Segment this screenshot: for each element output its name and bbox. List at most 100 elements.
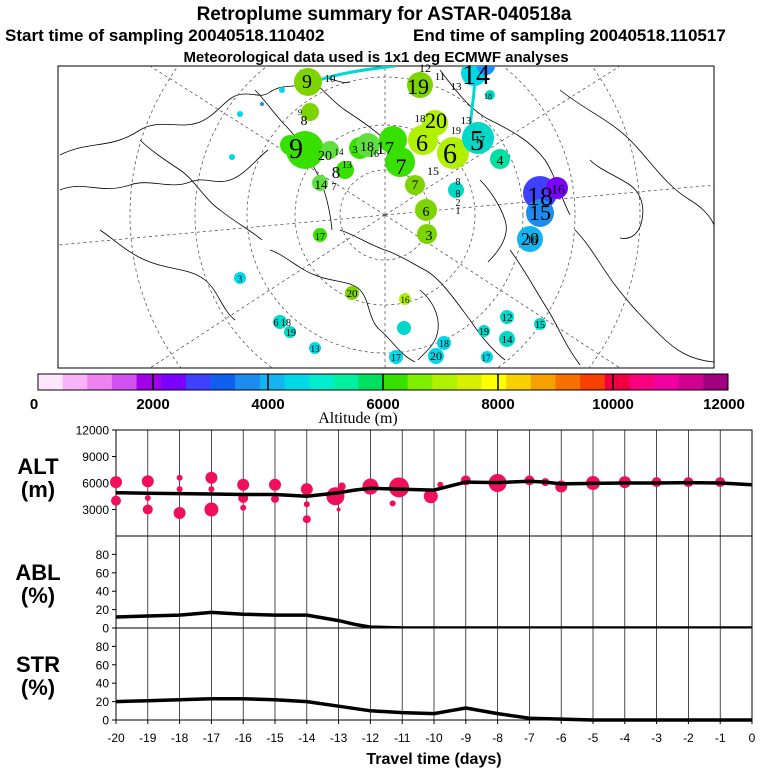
plume-cluster	[485, 90, 495, 100]
x-tick-label: -17	[203, 731, 221, 745]
colorbar-cell	[136, 374, 162, 390]
map-age-label: 13	[451, 81, 463, 93]
map-age-label: 17	[475, 135, 485, 146]
map-age-label: 7	[396, 154, 407, 179]
colorbar-cell	[259, 374, 285, 390]
map-age-label: 14	[462, 60, 490, 91]
y-tick-label: 20	[96, 603, 110, 617]
altitude-dot	[423, 489, 438, 504]
colorbar-cell	[309, 374, 335, 390]
colorbar-cell	[703, 374, 729, 390]
map-age-label: 17	[376, 138, 394, 158]
altitude-dot	[437, 481, 444, 488]
map-age-label: 20	[347, 288, 359, 300]
map-age-label: 8	[456, 177, 461, 188]
map-age-label: 16	[401, 295, 411, 305]
plume-cluster	[389, 350, 403, 364]
altitude-dot	[144, 495, 151, 502]
map-age-label: 20	[425, 108, 447, 133]
colorbar-tick-label: 12000	[703, 396, 745, 413]
altitude-dot	[173, 507, 186, 520]
map-age-label: 19	[451, 126, 461, 137]
colorbar-cell	[456, 374, 483, 390]
map-age-label: 2	[456, 198, 461, 209]
x-tick-label: -1	[715, 731, 726, 745]
y-tick-label: 20	[96, 695, 110, 709]
colorbar-cell	[111, 374, 138, 390]
y-tick-label: 12000	[76, 424, 110, 438]
map-age-label: 15	[427, 164, 439, 178]
plume-cluster	[415, 199, 437, 221]
map-age-label: 18	[439, 339, 449, 350]
map-age-label: 20	[318, 149, 332, 164]
map-age-label: 7	[331, 181, 337, 193]
map-age-label: 5	[470, 126, 484, 157]
altitude-dot	[240, 504, 247, 511]
map-age-label: 14	[315, 177, 329, 192]
x-tick-label: -12	[362, 731, 380, 745]
panel-ylabel: (%)	[21, 583, 55, 608]
colorbar-cells	[38, 374, 729, 390]
y-tick-label: 9000	[82, 450, 109, 464]
altitude-dot	[269, 478, 281, 491]
plume-cluster	[336, 161, 354, 179]
plume-cluster	[405, 175, 425, 195]
plume-cluster	[490, 149, 510, 169]
map-age-label: 8	[456, 189, 461, 200]
map-age-label: 14	[502, 334, 514, 346]
map-age-label: 6	[423, 205, 430, 220]
x-tick-label: -15	[266, 731, 284, 745]
plume-cluster	[428, 348, 444, 364]
plume-cluster	[356, 133, 380, 157]
altitude-dot	[208, 486, 215, 493]
colorbar-cell	[530, 374, 556, 390]
map-age-label: 17	[315, 232, 325, 243]
map-age-label: 19	[407, 74, 429, 99]
colorbar-cell	[407, 374, 433, 390]
plume-cluster	[301, 103, 319, 121]
map-age-label: 3	[238, 274, 243, 284]
plume-clusters	[229, 66, 568, 364]
map-age-label: 16	[527, 235, 537, 246]
map-age-label: 8	[301, 114, 308, 129]
altitude-dot	[362, 478, 379, 495]
plume-cluster	[517, 226, 543, 252]
plume-cluster	[313, 228, 327, 242]
plume-cluster	[234, 272, 246, 284]
map-age-label: 3	[426, 229, 433, 244]
plume-cluster	[237, 111, 243, 117]
colorbar-ticks: 0 2000 4000 6000 8000 10000 12000	[30, 374, 745, 413]
map-age-label: 13	[311, 344, 321, 354]
map-age-label: 6	[416, 131, 428, 157]
y-tick-label: 0	[102, 714, 109, 728]
map-age-label: 15	[535, 320, 545, 331]
y-tick-label: 60	[96, 658, 110, 672]
map-frame	[57, 65, 715, 369]
map-age-label: 18	[527, 182, 553, 211]
x-tick-label: -6	[556, 731, 567, 745]
plume-cluster	[385, 147, 415, 177]
map-age-label: 19	[286, 328, 296, 339]
colorbar-tick-label: 4000	[251, 396, 284, 413]
altitude-dot	[176, 486, 183, 493]
altitude-dot	[300, 483, 313, 496]
map-age-label: 15	[529, 200, 551, 225]
plume-cluster	[500, 310, 514, 324]
plume-cluster	[417, 224, 437, 244]
panel-ylabel: STR	[16, 652, 60, 677]
figure-title: Retroplume summary for ASTAR-040518a	[197, 4, 572, 25]
altitude-dot	[336, 507, 341, 512]
met-data-label: Meteorological data used is 1x1 deg ECMW…	[183, 49, 568, 66]
series-line-str	[115, 697, 752, 722]
colorbar-cell	[432, 374, 458, 390]
map-age-label: 18	[281, 318, 291, 329]
start-time-label: Start time of sampling 20040518.110402	[5, 26, 324, 45]
colorbar-cell	[506, 374, 532, 390]
plume-cluster	[312, 175, 328, 191]
map-age-label: 10	[325, 73, 337, 85]
colorbar-cell	[284, 374, 310, 390]
colorbar-tick-label: 8000	[481, 396, 514, 413]
plume-cluster	[499, 331, 515, 347]
